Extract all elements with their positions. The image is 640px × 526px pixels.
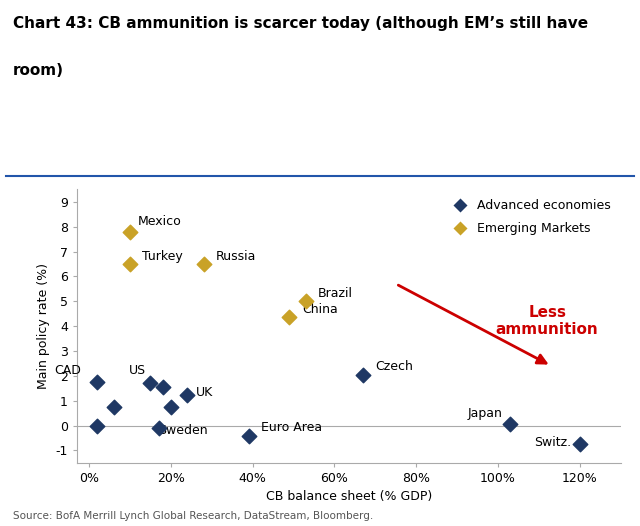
Text: Brazil: Brazil <box>318 287 353 300</box>
Point <box>145 379 156 388</box>
Text: Mexico: Mexico <box>138 215 182 228</box>
Text: Euro Area: Euro Area <box>261 421 322 433</box>
Text: room): room) <box>13 63 64 78</box>
X-axis label: CB balance sheet (% GDP): CB balance sheet (% GDP) <box>266 490 432 503</box>
Point <box>182 390 193 399</box>
Text: Czech: Czech <box>376 360 413 373</box>
Point <box>157 383 168 391</box>
Text: Source: BofA Merrill Lynch Global Research, DataStream, Bloomberg.: Source: BofA Merrill Lynch Global Resear… <box>13 511 373 521</box>
Point <box>284 313 294 321</box>
Point <box>505 420 515 429</box>
Point <box>109 403 119 411</box>
Point <box>575 440 585 449</box>
Point <box>198 260 209 268</box>
Legend: Advanced economies, Emerging Markets: Advanced economies, Emerging Markets <box>444 196 614 239</box>
Text: Switz.: Switz. <box>534 436 572 449</box>
Point <box>154 424 164 432</box>
Text: Chart 43: CB ammunition is scarcer today (although EM’s still have: Chart 43: CB ammunition is scarcer today… <box>13 16 588 31</box>
Text: UK: UK <box>195 387 212 399</box>
Text: Less
ammunition: Less ammunition <box>496 305 598 337</box>
Text: US: US <box>129 364 147 377</box>
Point <box>92 421 102 430</box>
Y-axis label: Main policy rate (%): Main policy rate (%) <box>37 263 50 389</box>
Point <box>125 227 135 236</box>
Point <box>166 403 176 411</box>
Point <box>92 378 102 386</box>
Point <box>243 431 253 440</box>
Text: CAD: CAD <box>54 364 81 377</box>
Point <box>125 260 135 268</box>
Text: China: China <box>302 303 337 316</box>
Text: Sweden: Sweden <box>159 424 208 437</box>
Text: Turkey: Turkey <box>142 250 183 262</box>
Point <box>301 297 311 306</box>
Text: Russia: Russia <box>216 250 256 262</box>
Text: Japan: Japan <box>467 407 502 420</box>
Point <box>358 370 368 379</box>
